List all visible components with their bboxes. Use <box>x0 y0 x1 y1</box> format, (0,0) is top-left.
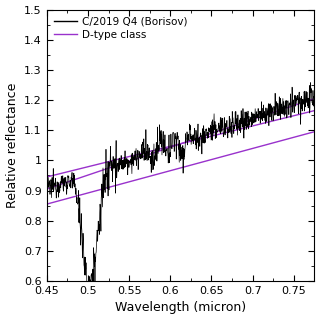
Y-axis label: Relative reflectance: Relative reflectance <box>5 83 19 208</box>
Legend: C/2019 Q4 (Borisov), D-type class: C/2019 Q4 (Borisov), D-type class <box>50 13 192 44</box>
X-axis label: Wavelength (micron): Wavelength (micron) <box>115 301 246 315</box>
